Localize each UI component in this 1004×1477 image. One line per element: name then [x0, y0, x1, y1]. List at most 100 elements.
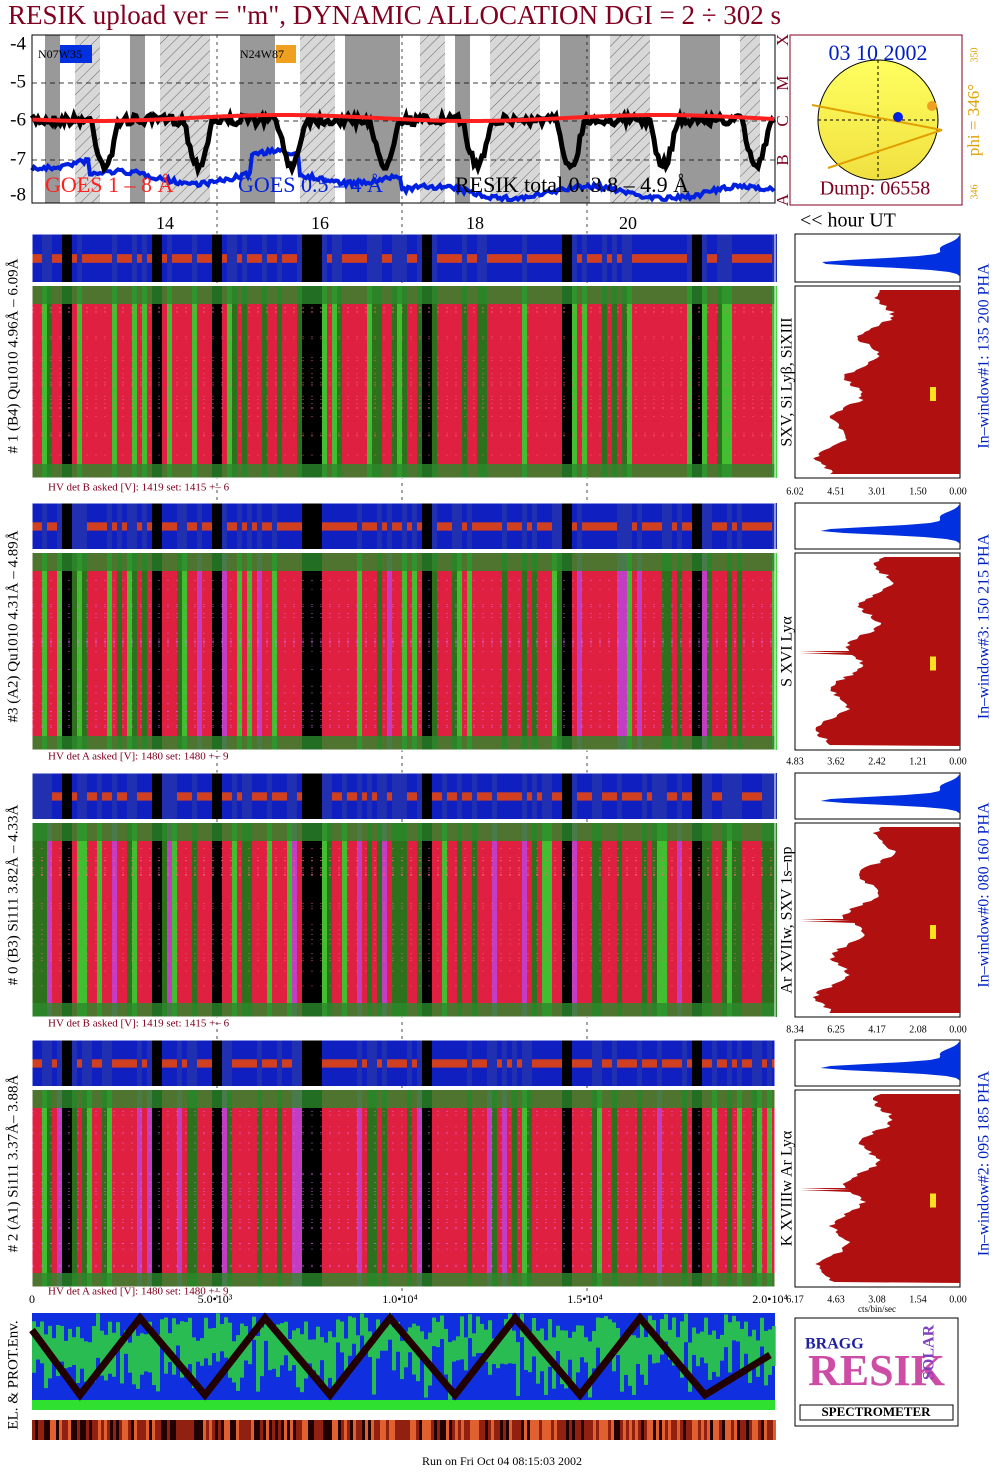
strip-col: [267, 773, 272, 819]
env-strip: [287, 1420, 290, 1440]
env-green: [708, 1334, 712, 1380]
env-green: [640, 1317, 644, 1375]
env-strip: [131, 1420, 134, 1440]
spectro-col: [627, 286, 632, 478]
strip-col: [167, 234, 172, 282]
spectro-col: [572, 823, 577, 1017]
env-green: [176, 1324, 180, 1346]
ar-box: [60, 45, 92, 63]
spectro-col: [182, 553, 187, 750]
env-strip: [146, 1420, 149, 1440]
env-strip: [455, 1420, 458, 1440]
env-green: [712, 1330, 716, 1372]
env-green: [760, 1317, 764, 1347]
strip-col: [127, 773, 132, 819]
env-strip: [641, 1420, 644, 1440]
strip-col: [617, 773, 622, 819]
hist-main: [800, 1094, 960, 1283]
spectro-col: [367, 1090, 372, 1287]
env-zigzag: [29, 1312, 772, 1401]
env-strip: [716, 1420, 719, 1440]
class-label: A: [773, 193, 792, 206]
spectro-col: [137, 1090, 142, 1287]
spectro-col: [722, 286, 727, 478]
env-green: [272, 1331, 276, 1369]
env-strip: [245, 1420, 248, 1440]
hour-tick-label: 20: [619, 213, 637, 233]
env-strip: [371, 1420, 374, 1440]
strip-col: [567, 234, 572, 282]
spectro-col: [567, 823, 572, 1017]
env-green: [692, 1327, 696, 1355]
env-strip: [83, 1420, 86, 1440]
spectro-col: [677, 823, 682, 1017]
env-strip: [74, 1420, 77, 1440]
hist-tick: 0.00: [949, 1024, 967, 1035]
spectro-col: [737, 553, 742, 750]
env-strip: [752, 1420, 755, 1440]
env-green: [316, 1326, 320, 1376]
strip-col: [62, 503, 67, 549]
strip-col: [677, 503, 682, 549]
hist-tick: 1.21: [909, 756, 927, 767]
env-strip: [257, 1420, 260, 1440]
env-strip: [332, 1420, 335, 1440]
strip-col: [617, 503, 622, 549]
env-green: [672, 1317, 676, 1366]
line-label: K XVIIIw Ar Lyα: [779, 1130, 796, 1246]
env-strip: [413, 1420, 416, 1440]
env-green: [308, 1339, 312, 1364]
hist-tick: 4.17: [868, 1024, 886, 1035]
env-strip: [137, 1420, 140, 1440]
env-green: [68, 1328, 72, 1368]
strip-col: [57, 1040, 62, 1086]
env-strip: [398, 1420, 401, 1440]
spectro-col: [622, 553, 627, 750]
env-strip: [200, 1420, 203, 1440]
strip-col: [97, 773, 102, 819]
strip-col: [307, 234, 312, 282]
strip-col: [307, 773, 312, 819]
spectro-col: [492, 1090, 497, 1287]
env-green: [304, 1321, 308, 1379]
env-green: [52, 1338, 56, 1360]
strip-col: [62, 773, 67, 819]
spectro-col: [677, 553, 682, 750]
spectro-col: [297, 286, 302, 478]
env-green: [312, 1339, 316, 1371]
strip-col: [462, 234, 467, 282]
spectro-col: [277, 286, 282, 478]
spectro-col: [522, 553, 527, 750]
spectro-col: [667, 553, 672, 750]
env-strip: [401, 1420, 404, 1440]
env-green: [436, 1321, 440, 1348]
env-strip: [602, 1420, 605, 1440]
env-strip: [626, 1420, 629, 1440]
class-label: B: [773, 154, 792, 165]
spectro-col: [317, 286, 322, 478]
peak-marker: [930, 656, 936, 671]
env-green: [200, 1338, 204, 1366]
env-strip: [590, 1420, 593, 1440]
env-strip: [545, 1420, 548, 1440]
env-strip: [101, 1420, 104, 1440]
env-green: [472, 1333, 476, 1357]
strip-col: [317, 773, 322, 819]
env-green: [364, 1317, 368, 1352]
env-strip: [446, 1420, 449, 1440]
env-green: [568, 1337, 572, 1360]
strip-col: [522, 773, 527, 819]
strip-col: [182, 503, 187, 549]
env-strip: [341, 1420, 344, 1440]
strip-col: [762, 773, 767, 819]
strip-col: [222, 1040, 227, 1086]
y-tick-label: -7: [10, 148, 26, 169]
strip-col: [427, 503, 432, 549]
env-strip: [281, 1420, 284, 1440]
env-strip: [176, 1420, 179, 1440]
spectro-col: [687, 286, 692, 478]
env-green: [124, 1330, 128, 1354]
strip-col: [422, 1040, 427, 1086]
env-strip: [533, 1420, 536, 1440]
env-green: [596, 1317, 600, 1348]
